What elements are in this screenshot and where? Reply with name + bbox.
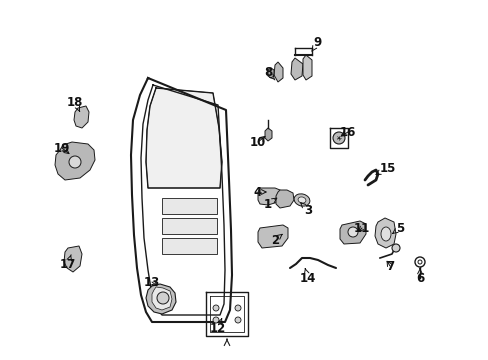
Polygon shape [264, 128, 271, 141]
Polygon shape [374, 218, 395, 248]
Polygon shape [64, 246, 82, 272]
Bar [162, 198, 217, 214]
Polygon shape [146, 284, 176, 314]
Text: 4: 4 [253, 185, 265, 198]
Text: 18: 18 [67, 95, 83, 111]
Text: 9: 9 [311, 36, 322, 51]
Bar [162, 238, 217, 254]
Polygon shape [303, 55, 311, 80]
Circle shape [157, 292, 169, 304]
Polygon shape [267, 68, 273, 78]
Text: 14: 14 [299, 269, 316, 284]
Text: 13: 13 [143, 275, 160, 288]
Bar [162, 218, 217, 234]
Text: 17: 17 [60, 255, 76, 270]
Circle shape [414, 257, 424, 267]
Polygon shape [258, 188, 282, 205]
Polygon shape [74, 106, 89, 128]
Circle shape [332, 132, 345, 144]
Circle shape [235, 317, 241, 323]
Polygon shape [258, 225, 287, 248]
Text: 19: 19 [54, 141, 70, 154]
Text: 7: 7 [385, 260, 393, 273]
Text: 6: 6 [415, 269, 423, 284]
Polygon shape [146, 88, 222, 188]
Polygon shape [55, 142, 95, 180]
Text: 12: 12 [209, 319, 225, 334]
Ellipse shape [298, 197, 305, 203]
Circle shape [235, 305, 241, 311]
Text: 10: 10 [249, 135, 265, 149]
Circle shape [417, 260, 421, 264]
Text: 3: 3 [300, 203, 311, 216]
Polygon shape [339, 221, 365, 244]
Circle shape [347, 227, 357, 237]
Polygon shape [275, 190, 293, 208]
Ellipse shape [293, 194, 309, 206]
Circle shape [391, 244, 399, 252]
Text: 15: 15 [375, 162, 395, 175]
Polygon shape [273, 62, 283, 82]
Text: 1: 1 [264, 198, 276, 211]
Text: 5: 5 [392, 221, 403, 234]
Circle shape [213, 317, 219, 323]
Circle shape [69, 156, 81, 168]
Text: 11: 11 [353, 221, 369, 234]
Polygon shape [290, 58, 303, 80]
Text: 2: 2 [270, 234, 282, 247]
Circle shape [213, 305, 219, 311]
Ellipse shape [380, 227, 390, 241]
Text: 16: 16 [339, 126, 355, 139]
Polygon shape [152, 287, 172, 310]
Text: 8: 8 [264, 66, 274, 80]
